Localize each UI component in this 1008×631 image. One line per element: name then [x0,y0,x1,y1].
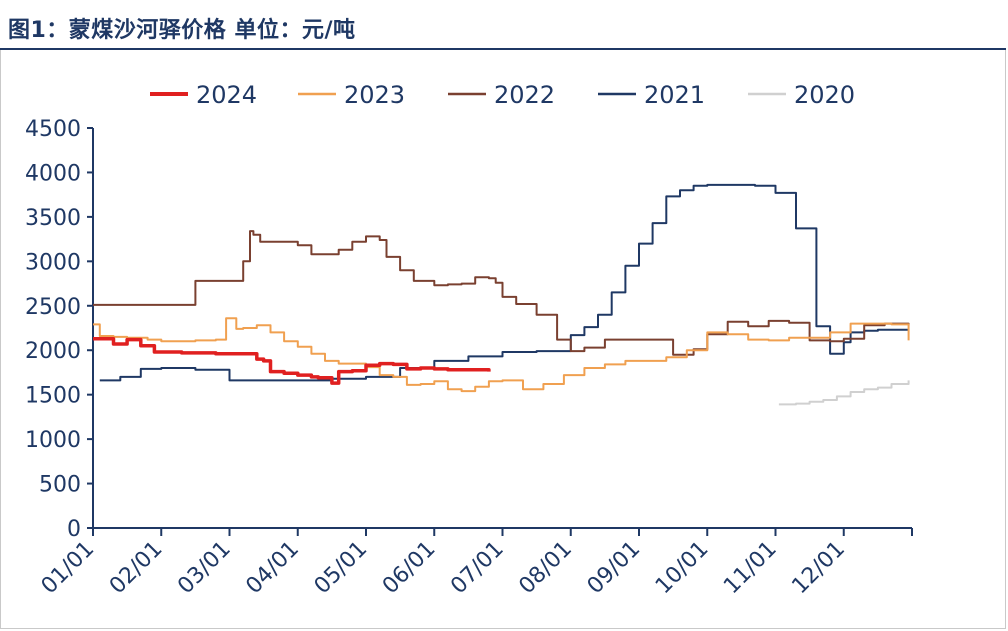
series-line-2021 [99,183,909,382]
y-tick-label: 3500 [25,206,81,231]
axes [92,128,912,529]
x-tick-label: 08/01 [514,537,577,600]
x-tick-label: 05/01 [310,537,373,600]
legend-label-2021: 2021 [644,81,705,109]
y-tick-label: 4000 [25,161,81,186]
x-tick-label: 04/01 [241,537,304,600]
series-lines [93,183,910,406]
x-tick-label: 11/01 [719,537,782,600]
legend: 2024 2023 2022 2021 2020 [150,81,855,109]
y-tick-label: 4500 [25,117,81,142]
x-tick-label: 01/01 [37,537,100,600]
y-tick-label: 1500 [25,384,81,409]
y-tick-label: 3000 [25,250,81,275]
y-axis-ticks: 0 500 1000 1500 2000 2500 3000 3500 4000 4500 [25,117,93,542]
title-bar: 图1：蒙煤沙河驿价格 单位：元/吨 [0,0,1006,50]
legend-label-2023: 2023 [344,81,405,109]
x-tick-label: 07/01 [446,537,509,600]
y-tick-label: 1000 [25,428,81,453]
x-tick-label: 06/01 [378,537,441,600]
series-line-2024 [93,336,491,385]
series-line-2020 [778,380,910,406]
legend-label-2024: 2024 [196,81,257,109]
legend-label-2022: 2022 [494,81,555,109]
series-line-2023 [93,317,910,393]
chart-title: 图1：蒙煤沙河驿价格 单位：元/吨 [8,18,356,43]
x-tick-label: 09/01 [583,537,646,600]
y-tick-label: 2500 [25,295,81,320]
y-tick-label: 0 [67,517,81,542]
y-tick-label: 500 [39,473,81,498]
x-tick-label: 03/01 [173,537,236,600]
y-tick-label: 2000 [25,339,81,364]
x-tick-label: 10/01 [651,537,714,600]
x-axis-ticks: 01/01 02/01 03/01 04/01 05/01 06/01 07/01 08/01… [37,528,913,600]
x-tick-label: 02/01 [105,537,168,600]
legend-label-2020: 2020 [794,81,855,109]
series-line-2022 [93,230,910,356]
x-tick-label: 12/01 [787,537,850,600]
